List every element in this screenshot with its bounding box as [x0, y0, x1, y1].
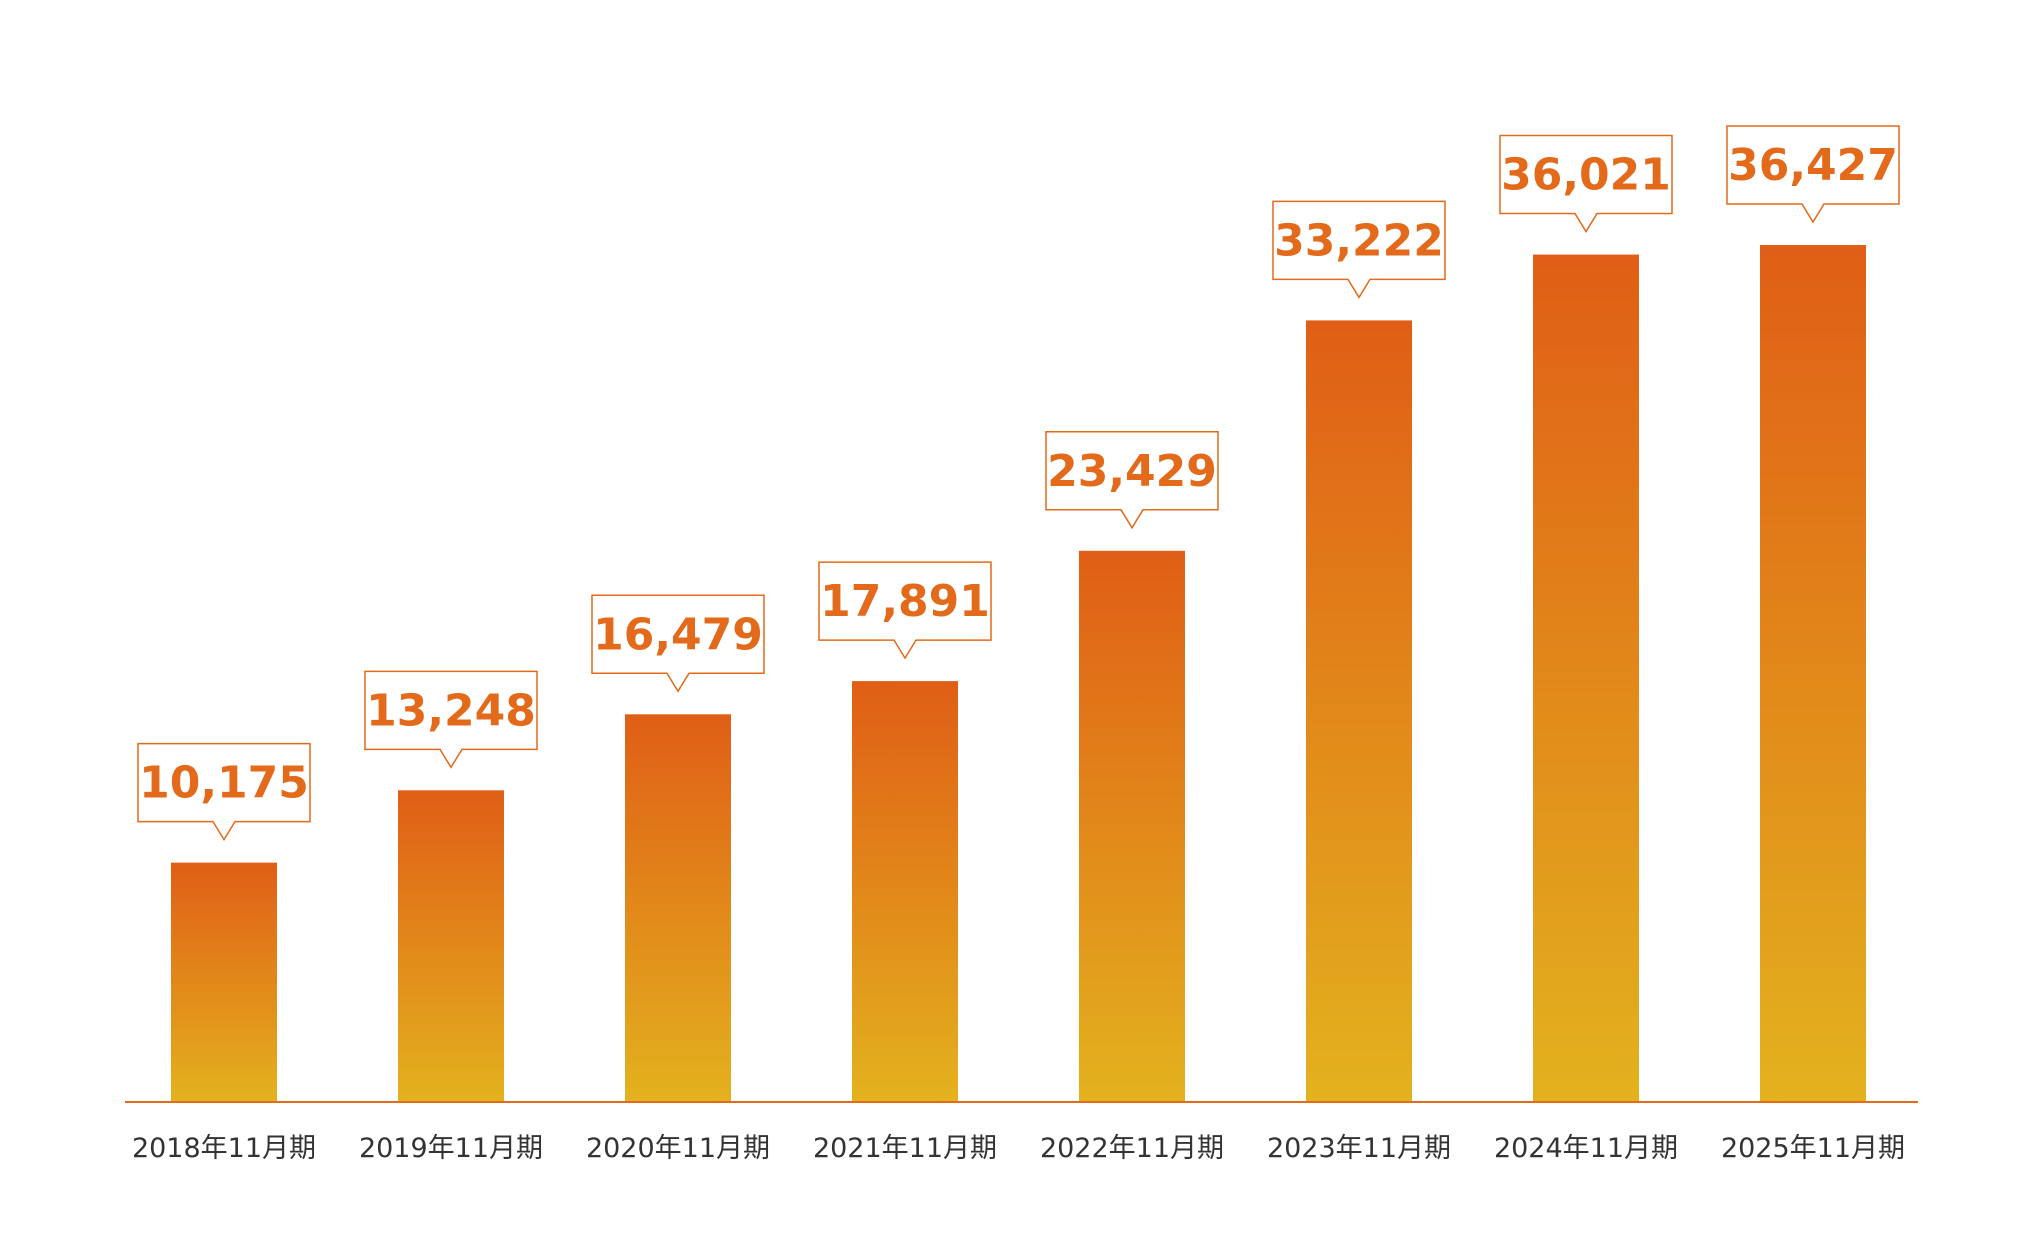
x-tick-label-4: 2022年11月期 — [1040, 1133, 1224, 1164]
x-tick-label-5: 2023年11月期 — [1267, 1133, 1451, 1164]
callout-box-3 — [818, 561, 992, 660]
bar-3 — [852, 681, 958, 1102]
callout-box-2 — [591, 594, 765, 693]
data-label-0: 10,175 — [139, 758, 309, 809]
data-label-callout-4: 23,429 — [1045, 431, 1219, 530]
callout-box-5 — [1272, 200, 1446, 299]
x-tick-label-6: 2024年11月期 — [1494, 1133, 1678, 1164]
bar-7 — [1760, 245, 1866, 1102]
data-label-callout-6: 36,021 — [1499, 134, 1673, 233]
bar-1 — [398, 790, 504, 1102]
x-tick-labels-layer: 2018年11月期 2019年11月期 2020年11月期 2021年11月期 2022… — [132, 1133, 1905, 1164]
x-tick-label-1: 2019年11月期 — [359, 1133, 543, 1164]
callout-box-6 — [1499, 134, 1673, 233]
bar-0 — [171, 862, 277, 1102]
data-label-callout-7: 36,427 — [1726, 125, 1900, 224]
x-tick-label-0: 2018年11月期 — [132, 1133, 316, 1164]
data-label-3: 17,891 — [820, 576, 990, 627]
callout-box-7 — [1726, 125, 1900, 224]
data-label-callout-5: 33,222 — [1272, 200, 1446, 299]
x-tick-label-3: 2021年11月期 — [813, 1133, 997, 1164]
callout-box-1 — [364, 670, 538, 769]
x-tick-label-7: 2025年11月期 — [1721, 1133, 1905, 1164]
x-tick-label-2: 2020年11月期 — [586, 1133, 770, 1164]
bars-layer — [171, 245, 1866, 1102]
data-label-callout-3: 17,891 — [818, 561, 992, 660]
callout-box-0 — [137, 742, 311, 842]
bar-5 — [1306, 320, 1412, 1102]
data-label-5: 33,222 — [1274, 215, 1444, 266]
bar-6 — [1533, 254, 1639, 1102]
data-label-2: 16,479 — [593, 609, 763, 660]
data-label-1: 13,248 — [366, 685, 536, 736]
data-label-callout-0: 10,175 — [137, 742, 311, 842]
bar-4 — [1079, 550, 1185, 1102]
data-labels-layer: 10,175 13,248 16,479 17,891 23,429 33,222 36,0… — [137, 125, 1900, 842]
bar-2 — [625, 714, 731, 1102]
data-label-4: 23,429 — [1047, 446, 1217, 497]
callout-box-4 — [1045, 431, 1219, 530]
data-label-callout-1: 13,248 — [364, 670, 538, 769]
data-label-7: 36,427 — [1728, 140, 1898, 191]
data-label-callout-2: 16,479 — [591, 594, 765, 693]
data-label-6: 36,021 — [1501, 150, 1671, 201]
